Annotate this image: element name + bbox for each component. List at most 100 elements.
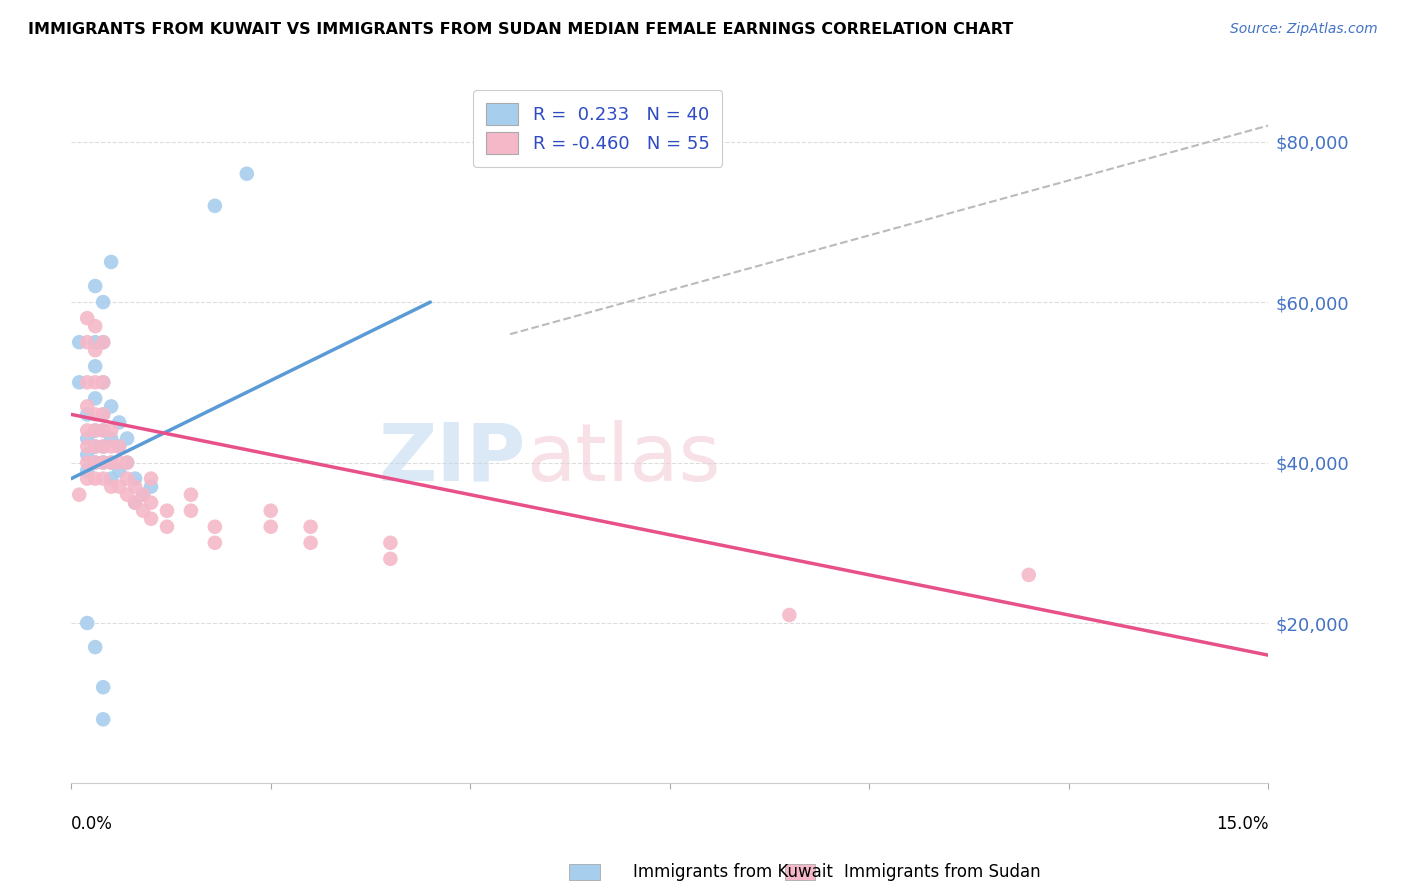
Point <box>91 376 114 390</box>
Point <box>108 456 131 470</box>
Point <box>115 456 138 470</box>
Point <box>115 472 138 486</box>
Legend: R =  0.233   N = 40, R = -0.460   N = 55: R = 0.233 N = 40, R = -0.460 N = 55 <box>474 90 723 167</box>
Point <box>91 335 114 350</box>
Point <box>84 376 107 390</box>
Point <box>108 440 131 454</box>
Point <box>84 392 107 406</box>
Point <box>100 400 122 414</box>
Point <box>91 472 114 486</box>
Point <box>108 416 131 430</box>
Point <box>76 432 98 446</box>
Point <box>91 335 114 350</box>
Point <box>84 472 107 486</box>
Point <box>84 408 107 422</box>
Point <box>100 480 122 494</box>
Text: 15.0%: 15.0% <box>1216 815 1268 833</box>
Point <box>91 376 114 390</box>
Text: ZIP: ZIP <box>378 420 526 498</box>
Point <box>84 440 107 454</box>
Point <box>100 440 122 454</box>
Point <box>180 488 202 502</box>
Point <box>67 335 90 350</box>
Text: IMMIGRANTS FROM KUWAIT VS IMMIGRANTS FROM SUDAN MEDIAN FEMALE EARNINGS CORRELATI: IMMIGRANTS FROM KUWAIT VS IMMIGRANTS FRO… <box>28 22 1014 37</box>
Point <box>100 432 122 446</box>
Point <box>76 408 98 422</box>
Point <box>100 456 122 470</box>
Point <box>139 472 162 486</box>
Point <box>100 472 122 486</box>
Point <box>115 456 138 470</box>
Point <box>91 424 114 438</box>
Point <box>76 311 98 326</box>
Point <box>91 456 114 470</box>
Point <box>299 520 322 534</box>
Point <box>91 408 114 422</box>
Point <box>236 167 259 181</box>
Point <box>108 440 131 454</box>
Point <box>76 472 98 486</box>
Point <box>124 480 146 494</box>
Point <box>84 456 107 470</box>
Point <box>132 504 155 518</box>
Point <box>67 376 90 390</box>
Point <box>124 472 146 486</box>
Point <box>84 343 107 358</box>
Point <box>204 536 226 550</box>
Point <box>91 408 114 422</box>
Point <box>84 440 107 454</box>
Text: Immigrants from Sudan: Immigrants from Sudan <box>844 863 1040 881</box>
Point <box>100 255 122 269</box>
Point <box>76 456 98 470</box>
Point <box>380 552 402 566</box>
Point <box>124 496 146 510</box>
Point <box>84 335 107 350</box>
Point <box>108 464 131 478</box>
Point <box>76 615 98 630</box>
Point <box>139 512 162 526</box>
Point <box>156 504 179 518</box>
Point <box>84 424 107 438</box>
Point <box>100 456 122 470</box>
Point <box>108 480 131 494</box>
Point <box>84 640 107 654</box>
Point <box>260 520 283 534</box>
Point <box>180 504 202 518</box>
Point <box>124 496 146 510</box>
Text: atlas: atlas <box>526 420 720 498</box>
Point <box>76 464 98 478</box>
Point <box>299 536 322 550</box>
Point <box>91 456 114 470</box>
Point <box>139 480 162 494</box>
Point <box>260 504 283 518</box>
Point <box>115 432 138 446</box>
Point <box>76 440 98 454</box>
Point <box>91 712 114 726</box>
Point <box>76 376 98 390</box>
Y-axis label: Median Female Earnings: Median Female Earnings <box>0 329 8 532</box>
Point <box>91 680 114 694</box>
Point <box>132 488 155 502</box>
Point <box>76 400 98 414</box>
Point <box>1018 567 1040 582</box>
Point <box>91 295 114 310</box>
Point <box>76 448 98 462</box>
Point <box>156 520 179 534</box>
Point <box>778 607 800 622</box>
Point <box>67 488 90 502</box>
Point <box>91 424 114 438</box>
Point <box>139 496 162 510</box>
Text: Immigrants from Kuwait: Immigrants from Kuwait <box>633 863 832 881</box>
Point <box>204 199 226 213</box>
Point <box>84 279 107 293</box>
Text: 0.0%: 0.0% <box>72 815 112 833</box>
Point <box>76 335 98 350</box>
Point <box>100 424 122 438</box>
Point <box>115 488 138 502</box>
Point <box>132 488 155 502</box>
Point <box>84 424 107 438</box>
Point <box>84 319 107 334</box>
Point <box>84 456 107 470</box>
Point <box>84 359 107 374</box>
Point <box>91 440 114 454</box>
